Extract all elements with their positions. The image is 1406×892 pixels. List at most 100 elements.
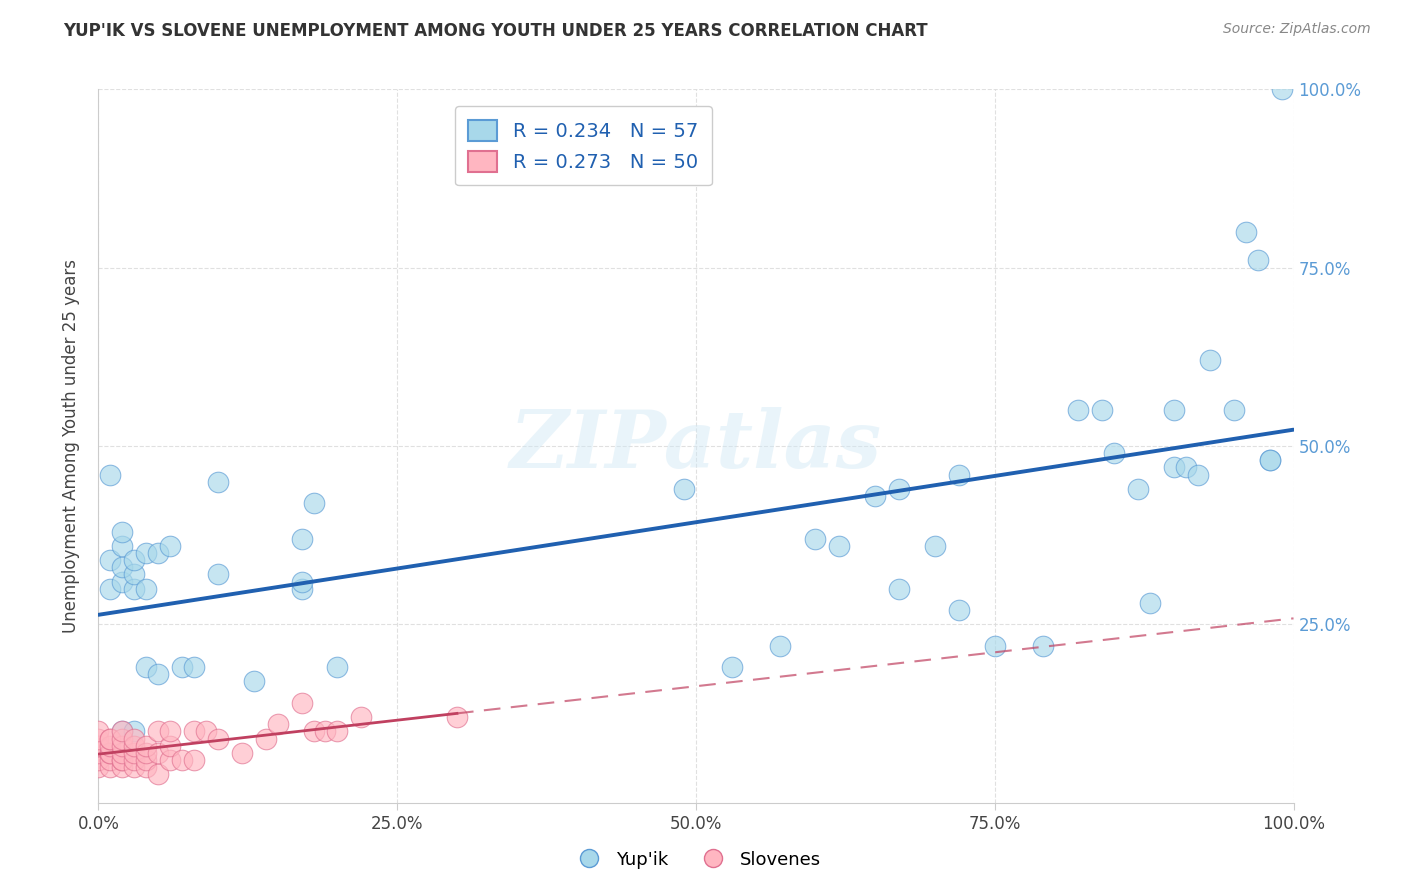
Point: [111, 560, 134, 574]
Point: [98, 753, 122, 767]
Point: [148, 667, 170, 681]
Point: [231, 746, 253, 760]
Point: [135, 660, 157, 674]
Point: [135, 739, 157, 753]
Point: [1128, 482, 1150, 496]
Point: [98, 746, 122, 760]
Point: [863, 489, 887, 503]
Point: [159, 539, 181, 553]
Point: [87, 753, 110, 767]
Point: [87, 746, 110, 760]
Point: [984, 639, 1007, 653]
Point: [87, 739, 110, 753]
Point: [98, 731, 122, 746]
Text: ZIPatlas: ZIPatlas: [510, 408, 882, 484]
Point: [1258, 453, 1281, 467]
Point: [135, 746, 157, 760]
Point: [111, 753, 134, 767]
Point: [194, 724, 218, 739]
Point: [172, 660, 194, 674]
Point: [98, 582, 122, 596]
Point: [124, 567, 146, 582]
Point: [1175, 460, 1198, 475]
Point: [111, 760, 134, 774]
Point: [148, 546, 170, 560]
Point: [111, 753, 134, 767]
Point: [291, 582, 314, 596]
Point: [1246, 253, 1268, 268]
Point: [302, 496, 325, 510]
Point: [159, 753, 181, 767]
Point: [1222, 403, 1246, 417]
Point: [159, 739, 181, 753]
Point: [1163, 403, 1185, 417]
Point: [828, 539, 851, 553]
Point: [148, 746, 170, 760]
Point: [1258, 453, 1281, 467]
Point: [1091, 403, 1114, 417]
Point: [183, 724, 205, 739]
Point: [98, 760, 122, 774]
Point: [98, 731, 122, 746]
Point: [350, 710, 373, 724]
Point: [111, 539, 134, 553]
Point: [87, 724, 110, 739]
Point: [207, 475, 229, 489]
Point: [1234, 225, 1257, 239]
Point: [673, 482, 696, 496]
Point: [1198, 353, 1220, 368]
Point: [87, 739, 110, 753]
Point: [183, 660, 205, 674]
Point: [124, 760, 146, 774]
Point: [804, 532, 827, 546]
Point: [98, 739, 122, 753]
Point: [111, 746, 134, 760]
Point: [135, 546, 157, 560]
Point: [768, 639, 790, 653]
Y-axis label: Unemployment Among Youth under 25 years: Unemployment Among Youth under 25 years: [62, 259, 80, 633]
Point: [326, 724, 349, 739]
Point: [111, 724, 134, 739]
Point: [889, 482, 911, 496]
Point: [326, 660, 349, 674]
Point: [124, 553, 146, 567]
Point: [135, 582, 157, 596]
Point: [291, 532, 314, 546]
Point: [254, 731, 277, 746]
Point: [111, 524, 134, 539]
Text: YUP'IK VS SLOVENE UNEMPLOYMENT AMONG YOUTH UNDER 25 YEARS CORRELATION CHART: YUP'IK VS SLOVENE UNEMPLOYMENT AMONG YOU…: [63, 22, 928, 40]
Point: [243, 674, 266, 689]
Point: [948, 603, 970, 617]
Point: [148, 767, 170, 781]
Point: [98, 467, 122, 482]
Point: [924, 539, 946, 553]
Point: [124, 724, 146, 739]
Point: [291, 574, 314, 589]
Point: [1271, 82, 1294, 96]
Point: [302, 724, 325, 739]
Point: [124, 739, 146, 753]
Text: Source: ZipAtlas.com: Source: ZipAtlas.com: [1223, 22, 1371, 37]
Point: [98, 553, 122, 567]
Point: [124, 582, 146, 596]
Point: [291, 696, 314, 710]
Point: [1102, 446, 1125, 460]
Point: [87, 731, 110, 746]
Point: [446, 710, 468, 724]
Point: [948, 467, 970, 482]
Point: [111, 739, 134, 753]
Point: [111, 724, 134, 739]
Point: [98, 746, 122, 760]
Point: [135, 753, 157, 767]
Point: [111, 731, 134, 746]
Point: [148, 724, 170, 739]
Point: [1187, 467, 1209, 482]
Point: [1163, 460, 1185, 475]
Point: [267, 717, 290, 731]
Point: [124, 753, 146, 767]
Point: [135, 760, 157, 774]
Point: [1067, 403, 1090, 417]
Point: [1032, 639, 1054, 653]
Point: [87, 760, 110, 774]
Point: [111, 574, 134, 589]
